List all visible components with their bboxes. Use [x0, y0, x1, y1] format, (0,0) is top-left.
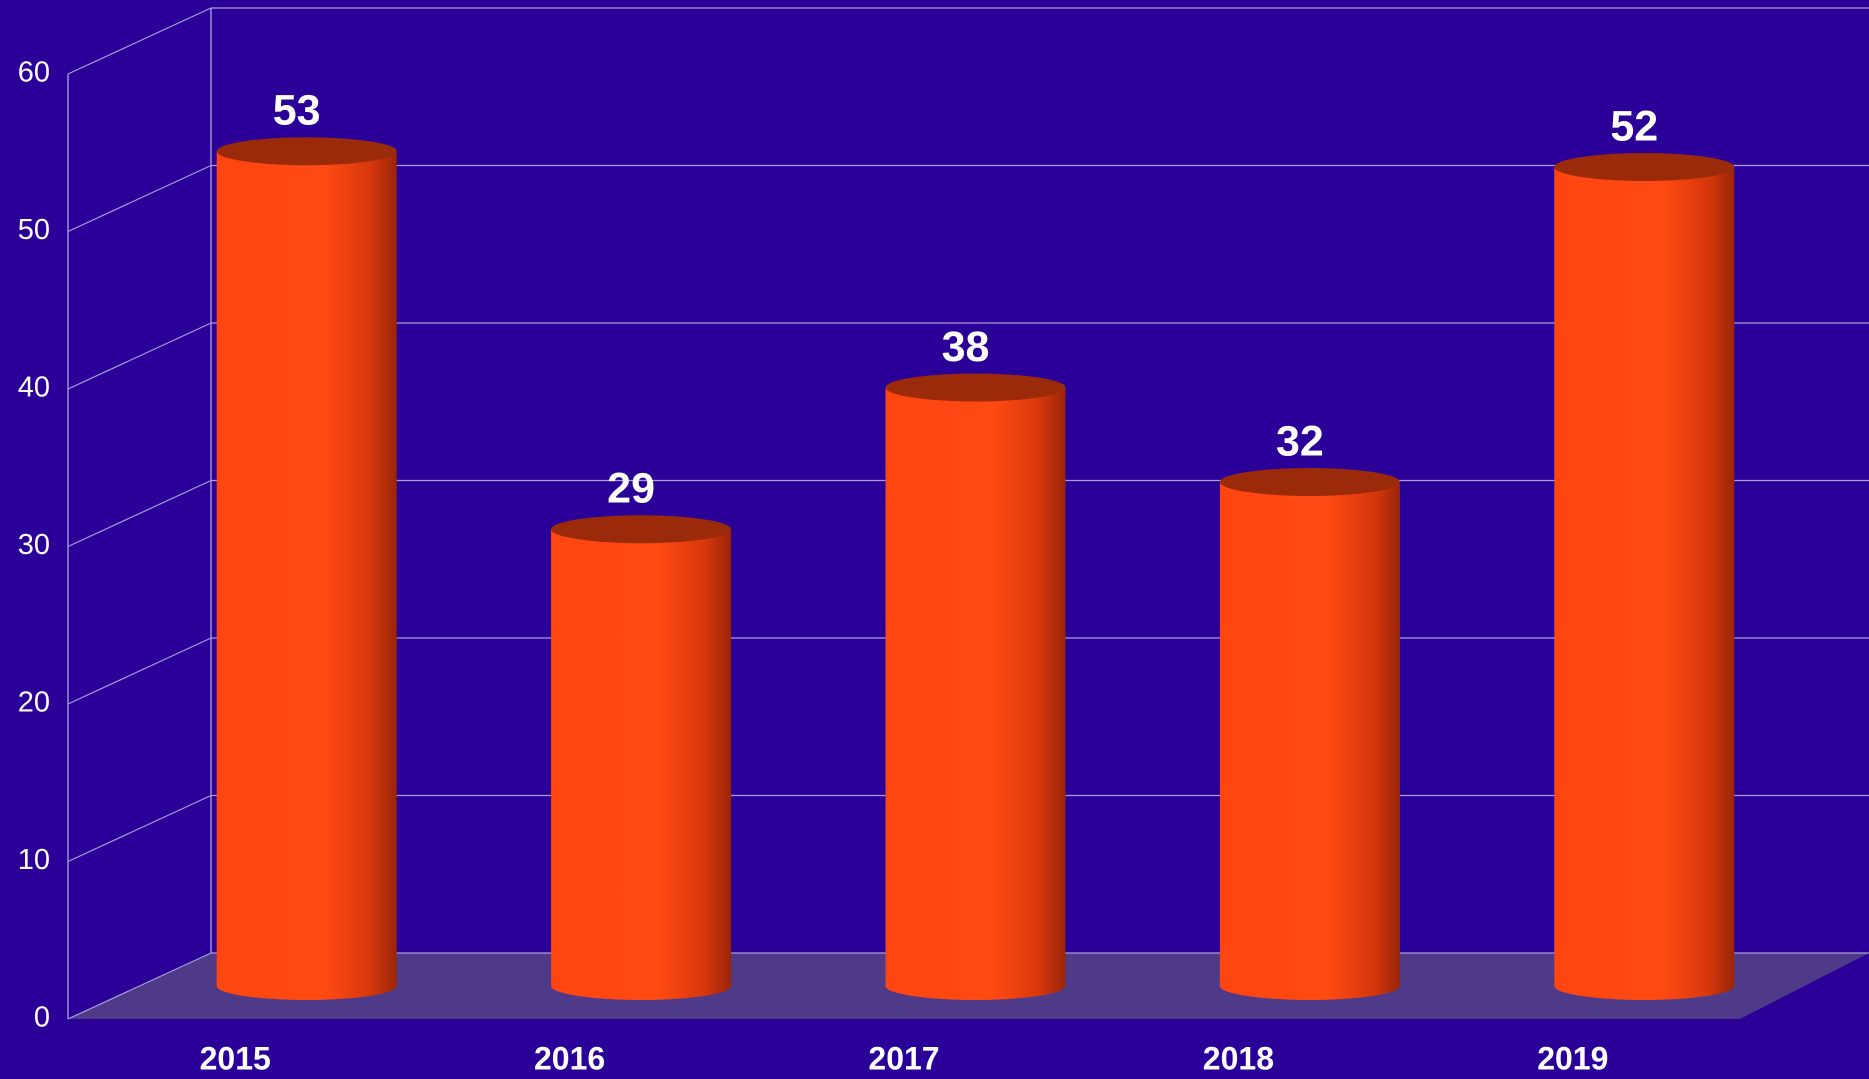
y-tick-label: 20: [18, 687, 50, 719]
bar-top: [1219, 468, 1400, 496]
grid-line: [67, 479, 212, 548]
x-tick-label: 2018: [1203, 1040, 1274, 1076]
x-tick-label: 2019: [1537, 1040, 1608, 1076]
bar-top: [216, 137, 397, 166]
grid-line: [67, 322, 212, 390]
x-tick-label: 2017: [868, 1040, 939, 1076]
x-tick-label: 2015: [200, 1040, 271, 1076]
y-tick-label: 10: [18, 844, 50, 876]
grid-line: [67, 637, 212, 705]
x-tick-label: 2016: [534, 1040, 605, 1076]
value-label: 38: [942, 323, 990, 371]
grid-line: [67, 7, 212, 75]
y-tick-label: 0: [34, 1002, 50, 1034]
grid-line: [67, 952, 212, 1020]
value-label: 53: [273, 87, 321, 135]
bar: [885, 387, 1066, 1000]
bar: [551, 529, 732, 1000]
value-label: 32: [1276, 417, 1324, 465]
bar-top: [551, 515, 732, 544]
value-label: 29: [607, 465, 655, 513]
y-tick-label: 30: [18, 529, 50, 561]
y-tick-label: 60: [18, 57, 50, 89]
bar-top: [885, 373, 1066, 402]
y-tick-label: 50: [18, 214, 50, 246]
bar: [1554, 167, 1735, 1000]
bar: [1219, 482, 1400, 1000]
grid-line: [67, 794, 212, 863]
grid-line: [67, 164, 212, 233]
bar-top: [1554, 153, 1735, 181]
value-label: 52: [1610, 102, 1658, 150]
y-tick-label: 40: [18, 372, 50, 404]
bar: [216, 151, 397, 1000]
